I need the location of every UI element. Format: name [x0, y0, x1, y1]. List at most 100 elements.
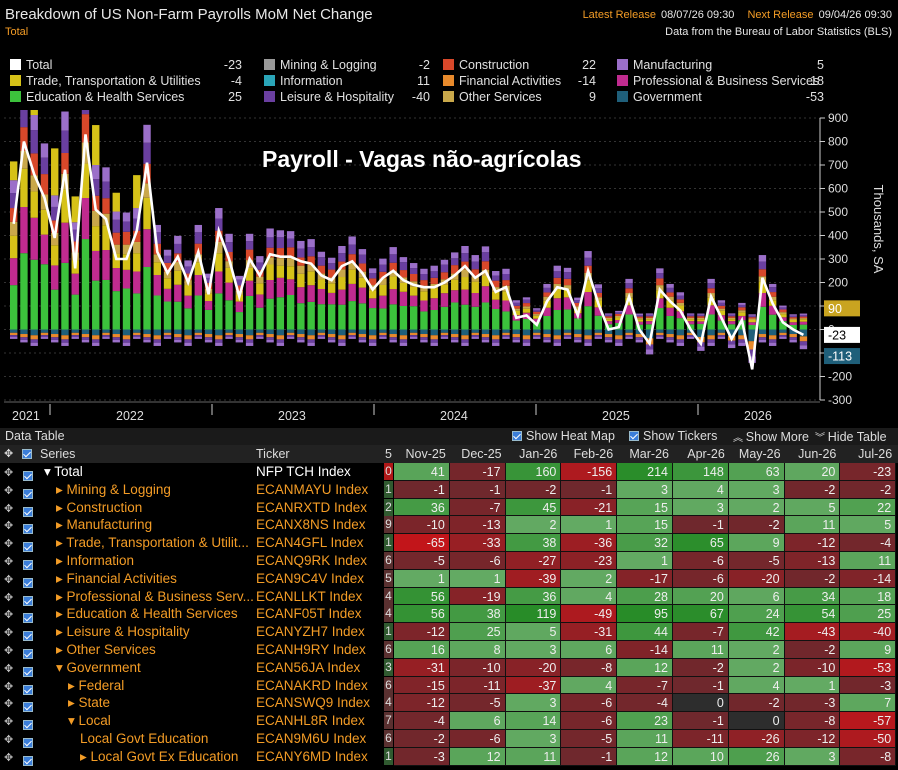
table-cell[interactable]: -10 — [449, 658, 506, 677]
table-cell[interactable]: -49 — [561, 605, 618, 624]
drag-icon[interactable]: ✥ — [4, 698, 14, 711]
col-month-header[interactable]: May-26 — [738, 447, 781, 461]
legend-item[interactable]: Leisure & Hospitality -40 — [264, 89, 430, 105]
table-row[interactable]: ✥ ▸ Construction ECANRXTD Index 2 36 -7 45 -21 1… — [0, 498, 898, 517]
ticker[interactable]: ECANMAYU Index — [256, 481, 369, 497]
drag-icon[interactable]: ✥ — [4, 645, 14, 657]
table-cell[interactable]: 41 — [394, 463, 450, 481]
table-cell[interactable]: 5 — [784, 498, 841, 517]
table-cell[interactable]: -2 — [840, 480, 897, 499]
table-cell[interactable]: 9 — [840, 641, 897, 659]
table-cell[interactable]: -2 — [673, 658, 729, 677]
table-cell[interactable]: 2 — [728, 641, 785, 659]
table-cell[interactable]: 3 — [673, 498, 729, 517]
checkbox-icon[interactable] — [23, 649, 33, 659]
table-row[interactable]: ✥ ▸ Federal ECANAKRD Index 6 -15 -11 -37 4 -7 -1 4… — [0, 676, 898, 695]
table-cell[interactable]: 6 — [728, 587, 785, 606]
drag-icon[interactable]: ✥ — [4, 734, 14, 746]
table-cell[interactable]: 45 — [505, 498, 562, 517]
table-cell[interactable]: 0 — [728, 712, 785, 730]
table-cell[interactable]: -1 — [561, 747, 618, 766]
table-cell[interactable]: -14 — [840, 569, 897, 588]
table-cell[interactable]: 56 — [394, 587, 450, 606]
table-cell[interactable]: -40 — [840, 623, 897, 641]
table-cell[interactable]: -2 — [728, 694, 785, 713]
drag-icon[interactable]: ✥ — [4, 502, 14, 515]
checkbox-icon[interactable] — [23, 595, 33, 606]
table-cell[interactable]: -8 — [784, 712, 841, 730]
table-cell[interactable]: -7 — [617, 676, 673, 695]
table-cell[interactable]: -19 — [449, 587, 506, 606]
table-cell[interactable]: 2 — [505, 516, 562, 535]
ticker[interactable]: ECANF05T Index — [256, 606, 362, 622]
table-cell[interactable]: -11 — [673, 730, 729, 748]
series-name[interactable]: ▸ Construction — [56, 499, 143, 515]
table-cell[interactable]: -6 — [561, 712, 618, 730]
table-cell[interactable]: -3 — [840, 676, 897, 695]
table-cell[interactable]: 11 — [617, 730, 673, 748]
checkbox-icon[interactable] — [23, 666, 33, 677]
table-cell[interactable]: 63 — [728, 463, 785, 481]
row-checkbox[interactable] — [23, 556, 37, 574]
table-cell[interactable]: -13 — [449, 516, 506, 535]
table-row[interactable]: ✥ ▸ Local Govt Ex Education ECANY6MD Index… — [0, 747, 898, 766]
col-month-header[interactable]: Jul-26 — [858, 447, 893, 461]
checkbox-icon[interactable] — [23, 471, 33, 481]
table-cell[interactable]: 32 — [617, 534, 673, 552]
row-checkbox[interactable] — [23, 592, 37, 610]
checkbox-icon[interactable] — [23, 631, 33, 642]
table-cell[interactable]: 7 — [840, 694, 897, 713]
table-cell[interactable]: 11 — [784, 516, 841, 535]
row-checkbox[interactable] — [23, 538, 37, 556]
show-more-button[interactable]: ︽ Show More — [733, 429, 809, 444]
table-cell[interactable]: -1 — [449, 480, 506, 499]
table-cell[interactable]: 6 — [561, 641, 618, 659]
col-month-header[interactable]: Dec-25 — [461, 447, 502, 461]
table-cell[interactable]: 1 — [784, 676, 841, 695]
ticker[interactable]: ECANH9RY Index — [256, 642, 366, 657]
table-cell[interactable]: -57 — [840, 712, 897, 730]
table-cell[interactable]: 38 — [449, 605, 506, 624]
ticker[interactable]: ECAN56JA Index — [256, 659, 361, 675]
row-checkbox[interactable] — [23, 645, 37, 663]
table-cell[interactable]: 24 — [728, 605, 785, 624]
table-cell[interactable]: -50 — [840, 730, 897, 748]
table-cell[interactable]: -21 — [561, 498, 618, 517]
col-ticker-header[interactable]: Ticker — [256, 447, 290, 461]
table-cell[interactable]: -2 — [784, 569, 841, 588]
checkbox-icon[interactable] — [23, 738, 33, 748]
col-month-header[interactable]: Jan-26 — [519, 447, 558, 461]
series-name[interactable]: ▾ Government — [56, 659, 141, 675]
legend-item[interactable]: Education & Health Services 25 — [10, 89, 242, 105]
table-cell[interactable]: -27 — [505, 552, 562, 570]
row-checkbox[interactable] — [23, 716, 37, 734]
legend-item[interactable]: Manufacturing 5 — [617, 57, 824, 73]
table-cell[interactable]: 36 — [394, 498, 450, 517]
ticker[interactable]: ECANLLKT Index — [256, 588, 363, 604]
table-cell[interactable]: 56 — [394, 605, 450, 624]
table-cell[interactable]: -20 — [728, 569, 785, 588]
drag-icon[interactable]: ✥ — [4, 448, 14, 460]
table-cell[interactable]: -17 — [617, 569, 673, 588]
series-name[interactable]: ▸ Manufacturing — [56, 517, 153, 533]
table-cell[interactable]: 5 — [505, 623, 562, 641]
drag-icon[interactable]: ✥ — [4, 662, 14, 675]
table-cell[interactable]: -23 — [561, 552, 618, 570]
drag-icon[interactable]: ✥ — [4, 716, 14, 729]
drag-icon[interactable]: ✥ — [4, 680, 14, 693]
series-name[interactable]: ▸ Trade, Transportation & Utilit... — [56, 535, 249, 551]
ticker[interactable]: ECANAKRD Index — [256, 677, 368, 693]
table-cell[interactable]: -5 — [449, 694, 506, 713]
table-cell[interactable]: -2 — [394, 730, 450, 748]
table-cell[interactable]: 14 — [505, 712, 562, 730]
header-checkbox[interactable] — [22, 447, 36, 461]
col-month-header[interactable]: Jun-26 — [798, 447, 837, 461]
table-cell[interactable]: -8 — [840, 747, 897, 766]
legend-item[interactable]: Trade, Transportation & Utilities -4 — [10, 73, 242, 89]
table-cell[interactable]: 2 — [561, 569, 618, 588]
drag-icon[interactable]: ✥ — [4, 484, 14, 497]
row-checkbox[interactable] — [23, 520, 37, 538]
table-cell[interactable]: 11 — [673, 641, 729, 659]
row-checkbox[interactable] — [23, 627, 37, 645]
ticker[interactable]: ECAN4GFL Index — [256, 535, 364, 551]
